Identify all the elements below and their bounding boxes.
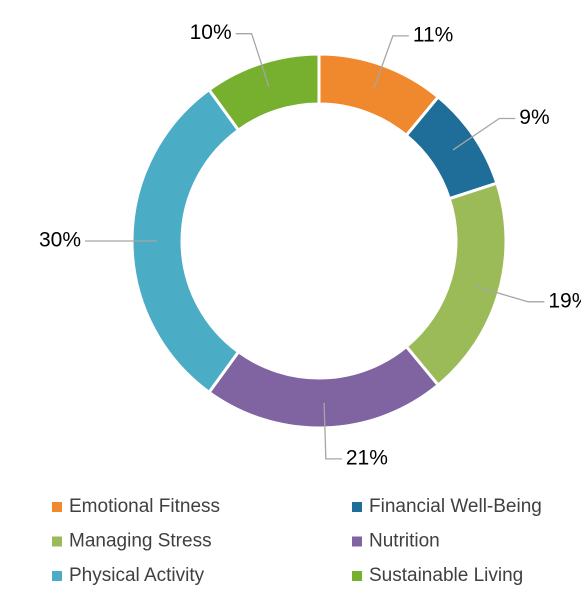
leader-line [452, 117, 516, 151]
legend-swatch [52, 502, 62, 512]
donut-slice [404, 181, 508, 388]
data-label: 21% [346, 446, 388, 469]
donut-slice [206, 52, 321, 133]
legend-swatch [52, 536, 62, 547]
data-label: 9% [519, 106, 549, 129]
legend-label: Nutrition [369, 531, 440, 552]
data-label: 19% [548, 289, 581, 312]
legend-label: Physical Activity [69, 565, 205, 586]
leader-line [474, 285, 545, 303]
legend-swatch [352, 502, 362, 512]
legend-swatch [352, 536, 362, 547]
leader-line [323, 402, 342, 460]
data-label: 10% [190, 21, 232, 44]
donut-slice [206, 344, 441, 430]
data-label: 11% [413, 23, 453, 46]
data-label: 30% [39, 229, 81, 252]
legend-label: Managing Stress [69, 531, 212, 552]
leader-line [235, 33, 270, 88]
leader-line [373, 35, 409, 89]
legend-swatch [52, 571, 62, 581]
legend-label: Financial Well-Being [369, 496, 542, 517]
legend-label: Emotional Fitness [69, 496, 220, 517]
legend-label: Sustainable Living [369, 565, 523, 586]
legend-swatch [352, 571, 362, 581]
